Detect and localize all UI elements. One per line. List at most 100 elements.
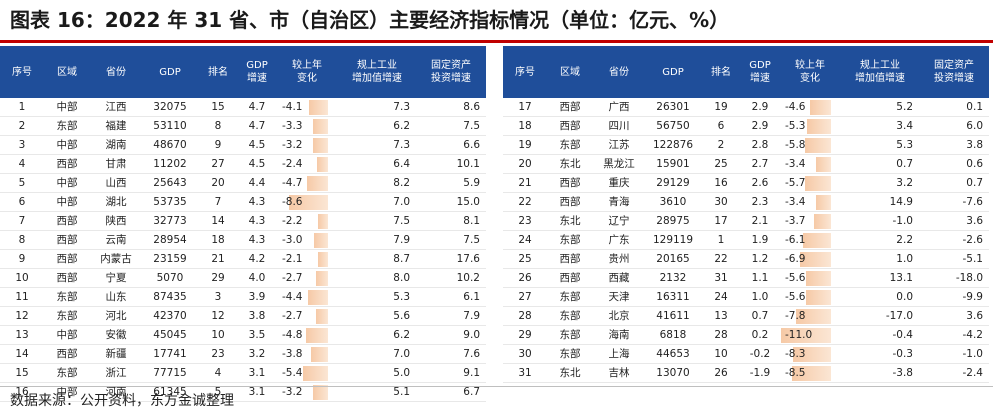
cell-region: 东北 bbox=[559, 366, 581, 379]
change-bar bbox=[308, 289, 328, 305]
cell-change: -8.5 bbox=[779, 364, 841, 383]
cell-rank: 5 bbox=[214, 385, 222, 398]
cell-region: 西部 bbox=[56, 214, 78, 227]
cell-rank: 2 bbox=[717, 138, 725, 151]
cell-region: 西部 bbox=[56, 252, 78, 265]
table-row: 27 东部 天津 16311 24 1.0 -5.6 0.0 -9.9 bbox=[503, 288, 989, 307]
cell-investment: 8.6 bbox=[463, 100, 480, 113]
table-row: 19 东部 江苏 122876 2 2.8 -5.8 5.3 3.8 bbox=[503, 136, 989, 155]
change-value: -8.5 bbox=[785, 366, 806, 379]
change-bar bbox=[803, 232, 831, 248]
cell-gdp: 28975 bbox=[656, 214, 690, 227]
cell-region: 西部 bbox=[559, 195, 581, 208]
cell-growth: 1.1 bbox=[751, 271, 769, 284]
cell-change: -5.8 bbox=[779, 136, 841, 155]
header-growth: GDP 增速 bbox=[749, 60, 771, 84]
change-value: -3.4 bbox=[785, 195, 806, 208]
cell-growth: 4.2 bbox=[248, 252, 266, 265]
cell-idx: 11 bbox=[15, 290, 29, 303]
cell-investment: 0.1 bbox=[966, 100, 983, 113]
cell-growth: 4.7 bbox=[248, 100, 266, 113]
cell-investment: -1.0 bbox=[962, 347, 984, 360]
change-bar bbox=[805, 175, 831, 191]
table-row: 20 东北 黑龙江 15901 25 2.7 -3.4 0.7 0.6 bbox=[503, 155, 989, 174]
cell-industry: 14.9 bbox=[889, 195, 913, 208]
cell-gdp: 17741 bbox=[153, 347, 187, 360]
left-table: 序号 区域 省份 GDP 排名 GDP 增速 较上年 变化 规上工业 增加值增速 固定… bbox=[0, 46, 486, 402]
change-bar bbox=[313, 137, 328, 153]
cell-gdp: 32773 bbox=[153, 214, 187, 227]
cell-region: 东部 bbox=[56, 309, 78, 322]
cell-idx: 1 bbox=[18, 100, 26, 113]
change-value: -5.4 bbox=[282, 366, 303, 379]
cell-investment: 17.6 bbox=[456, 252, 480, 265]
cell-growth: 4.4 bbox=[248, 176, 266, 189]
change-value: -3.8 bbox=[282, 347, 303, 360]
cell-gdp: 13070 bbox=[656, 366, 690, 379]
change-bar bbox=[792, 365, 831, 381]
cell-industry: 3.2 bbox=[896, 176, 913, 189]
cell-gdp: 45045 bbox=[153, 328, 187, 341]
cell-idx: 18 bbox=[518, 119, 532, 132]
cell-investment: 7.5 bbox=[463, 233, 480, 246]
cell-region: 东部 bbox=[559, 138, 581, 151]
header-idx: 序号 bbox=[12, 66, 32, 78]
cell-rank: 28 bbox=[714, 328, 728, 341]
cell-province: 内蒙古 bbox=[100, 252, 132, 265]
cell-rank: 10 bbox=[211, 328, 225, 341]
cell-rank: 9 bbox=[214, 138, 222, 151]
cell-investment: 6.0 bbox=[966, 119, 983, 132]
cell-investment: 7.6 bbox=[463, 347, 480, 360]
cell-gdp: 87435 bbox=[153, 290, 187, 303]
cell-investment: 15.0 bbox=[456, 195, 480, 208]
cell-region: 东部 bbox=[559, 290, 581, 303]
cell-region: 东部 bbox=[56, 119, 78, 132]
cell-investment: 7.5 bbox=[463, 119, 480, 132]
cell-industry: 2.2 bbox=[896, 233, 913, 246]
cell-industry: -3.8 bbox=[892, 366, 914, 379]
cell-rank: 25 bbox=[714, 157, 728, 170]
change-bar bbox=[303, 365, 328, 381]
cell-growth: -0.2 bbox=[749, 347, 771, 360]
cell-growth: -1.9 bbox=[749, 366, 771, 379]
table-row: 30 东部 上海 44653 10 -0.2 -8.3 -0.3 -1.0 bbox=[503, 345, 989, 364]
table-row: 29 东部 海南 6818 28 0.2 -11.0 -0.4 -4.2 bbox=[503, 326, 989, 345]
cell-rank: 1 bbox=[717, 233, 725, 246]
change-bar bbox=[804, 137, 831, 153]
cell-growth: 2.9 bbox=[751, 100, 769, 113]
cell-idx: 24 bbox=[518, 233, 532, 246]
cell-investment: -2.6 bbox=[962, 233, 984, 246]
cell-industry: 7.3 bbox=[393, 100, 410, 113]
cell-growth: 3.8 bbox=[248, 309, 266, 322]
cell-province: 山西 bbox=[105, 176, 127, 189]
cell-change: -4.1 bbox=[276, 98, 338, 117]
cell-change: -6.1 bbox=[779, 231, 841, 250]
cell-change: -2.1 bbox=[276, 250, 338, 269]
cell-industry: 5.0 bbox=[393, 366, 410, 379]
change-value: -5.3 bbox=[785, 119, 806, 132]
header-industry: 规上工业 增加值增速 bbox=[855, 60, 905, 84]
cell-change: -11.0 bbox=[779, 326, 841, 345]
cell-province: 北京 bbox=[608, 309, 630, 322]
table-row: 13 中部 安徽 45045 10 3.5 -4.8 6.2 9.0 bbox=[0, 326, 486, 345]
change-bar bbox=[310, 346, 328, 362]
change-value: -4.1 bbox=[282, 100, 303, 113]
cell-gdp: 26301 bbox=[656, 100, 690, 113]
change-value: -5.6 bbox=[785, 271, 806, 284]
cell-industry: 5.3 bbox=[896, 138, 913, 151]
cell-investment: 5.9 bbox=[463, 176, 480, 189]
cell-change: -4.8 bbox=[276, 326, 338, 345]
change-bar bbox=[318, 213, 328, 229]
cell-industry: 0.7 bbox=[896, 157, 913, 170]
change-value: -4.8 bbox=[282, 328, 303, 341]
cell-industry: 7.3 bbox=[393, 138, 410, 151]
change-value: -4.6 bbox=[785, 100, 806, 113]
cell-rank: 13 bbox=[714, 309, 728, 322]
cell-idx: 22 bbox=[518, 195, 532, 208]
cell-industry: 6.4 bbox=[393, 157, 410, 170]
bottom-divider bbox=[0, 386, 993, 387]
table-row: 9 西部 内蒙古 23159 21 4.2 -2.1 8.7 17.6 bbox=[0, 250, 486, 269]
change-value: -2.2 bbox=[282, 214, 303, 227]
cell-investment: 10.1 bbox=[456, 157, 480, 170]
cell-industry: 8.7 bbox=[393, 252, 410, 265]
